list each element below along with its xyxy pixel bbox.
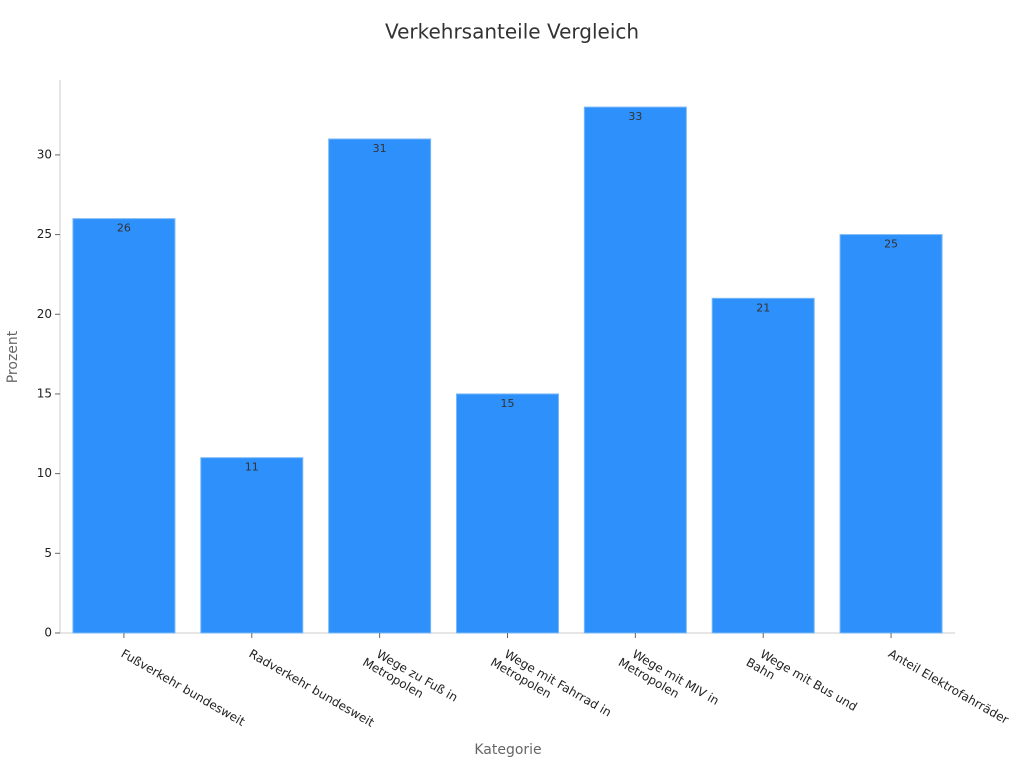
x-tick-label: Anteil Elektrofahrräder — [886, 647, 1011, 727]
value-label: 15 — [501, 397, 515, 410]
bar — [200, 457, 304, 634]
value-label: 26 — [117, 222, 131, 235]
bar — [328, 138, 432, 634]
value-label: 25 — [884, 238, 898, 251]
chart-title: Verkehrsanteile Vergleich — [385, 20, 639, 44]
bar — [839, 234, 943, 634]
x-tick-label: Fußverkehr bundesweit — [119, 647, 248, 729]
value-label: 31 — [373, 142, 387, 155]
y-tick-label: 20 — [37, 307, 52, 321]
value-label: 33 — [628, 110, 642, 123]
x-tick-label: Wege mit MIV inMetropolen — [616, 643, 722, 720]
x-tick-label: Wege mit Fahrrad inMetropolen — [488, 643, 614, 732]
bar — [456, 393, 559, 634]
y-tick-label: 30 — [37, 147, 52, 161]
bar — [583, 106, 687, 634]
y-tick-label: 0 — [44, 626, 52, 640]
y-axis-label: Prozent — [5, 330, 21, 383]
x-tick-label: Radverkehr bundesweit — [247, 647, 377, 730]
x-tick-label: Wege zu Fuß inMetropolen — [360, 643, 460, 717]
x-axis-label: Kategorie — [474, 742, 541, 758]
y-tick-label: 15 — [37, 386, 52, 400]
y-tick-label: 10 — [37, 466, 52, 480]
bar — [711, 297, 815, 634]
value-label: 11 — [245, 461, 259, 474]
value-label: 21 — [756, 301, 770, 314]
x-tick-label: Wege mit Bus undBahn — [744, 643, 860, 726]
y-tick-label: 5 — [44, 546, 52, 560]
y-tick-label: 25 — [37, 227, 52, 241]
bar — [72, 218, 176, 634]
